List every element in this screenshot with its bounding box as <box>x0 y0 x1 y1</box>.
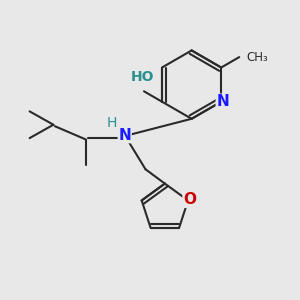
Text: HO: HO <box>131 70 154 84</box>
Text: O: O <box>183 192 196 207</box>
Text: H: H <box>107 116 117 130</box>
Text: CH₃: CH₃ <box>247 51 268 64</box>
Text: N: N <box>216 94 229 109</box>
Text: N: N <box>118 128 131 142</box>
